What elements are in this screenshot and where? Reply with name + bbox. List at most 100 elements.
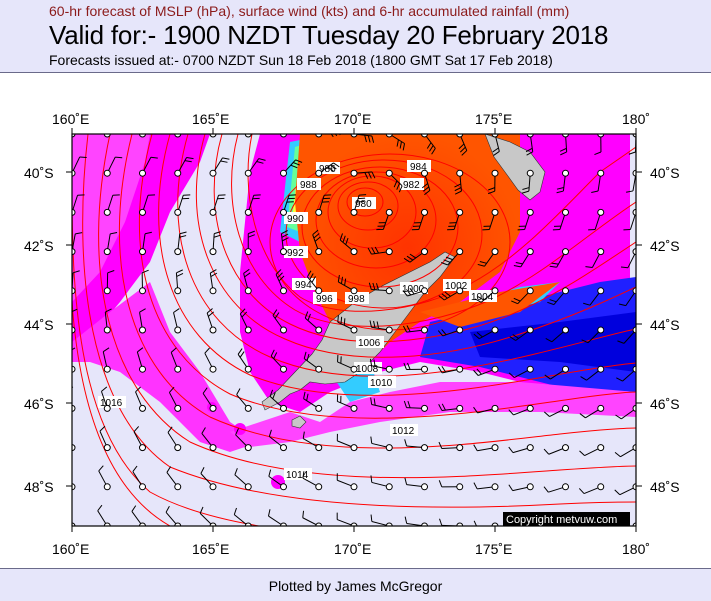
wind-station-point	[245, 288, 251, 294]
wind-station-point	[351, 209, 357, 215]
wind-station-point	[316, 327, 322, 333]
copyright-text: Copyright metvuw.com	[506, 514, 617, 526]
wind-station-point	[351, 484, 357, 490]
isobar-label-992: 992	[287, 248, 304, 259]
wind-barb-shaft	[67, 391, 72, 408]
wind-station-point	[316, 288, 322, 294]
lon-label-165e-bottom: 165˚E	[192, 541, 229, 557]
lat-label-46s-left: 46˚S	[24, 396, 54, 412]
wind-station-point	[281, 249, 287, 255]
wind-station-point	[563, 445, 569, 451]
latitude-labels-right: 40˚S 42˚S 44˚S 46˚S 48˚S	[650, 165, 680, 495]
wind-station-point	[104, 366, 110, 372]
issued-time: Forecasts issued at:- 0700 NZDT Sun 18 F…	[49, 52, 553, 68]
wind-station-point	[175, 209, 181, 215]
wind-barb-feather	[80, 157, 87, 158]
wind-station-point	[386, 209, 392, 215]
wind-station-point	[386, 249, 392, 255]
wind-station-point	[422, 484, 428, 490]
wind-barb-feather	[117, 119, 124, 121]
wind-station-point	[422, 366, 428, 372]
wind-station-point	[210, 170, 216, 176]
wind-station-point	[386, 327, 392, 333]
isobar-label-1012: 1012	[392, 426, 415, 437]
wind-station-point	[281, 209, 287, 215]
wind-station-point	[422, 327, 428, 333]
wind-station-point	[281, 288, 287, 294]
lat-label-42s-right: 42˚S	[650, 238, 680, 254]
wind-station-point	[457, 327, 463, 333]
wind-station-point	[316, 209, 322, 215]
isobar-label-994: 994	[295, 280, 312, 291]
wind-station-point	[245, 249, 251, 255]
wind-station-point	[422, 249, 428, 255]
wind-station-point	[457, 288, 463, 294]
wind-barb-feather	[358, 198, 365, 199]
wind-barb-shaft	[63, 510, 72, 526]
wind-station-point	[316, 484, 322, 490]
wind-station-point	[492, 445, 498, 451]
wind-station-point	[140, 327, 146, 333]
wind-station-point	[245, 327, 251, 333]
wind-station-point	[175, 445, 181, 451]
lat-label-40s-left: 40˚S	[24, 165, 54, 181]
wind-station-point	[245, 170, 251, 176]
wind-station-point	[563, 484, 569, 490]
wind-station-point	[492, 327, 498, 333]
wind-barb-shaft	[107, 119, 117, 134]
lon-label-160e-top: 160˚E	[52, 111, 89, 127]
wind-station-point	[245, 209, 251, 215]
wind-station-point	[104, 445, 110, 451]
wind-station-point	[527, 445, 533, 451]
wind-barb-feather	[341, 317, 342, 324]
wind-barb-shaft	[178, 120, 190, 134]
wind-station-point	[210, 405, 216, 411]
lat-label-46s-right: 46˚S	[650, 396, 680, 412]
footer: Plotted by James McGregor	[0, 568, 711, 601]
lon-label-180-top: 180˚	[622, 111, 650, 127]
wind-station-point	[492, 405, 498, 411]
header: 60-hr forecast of MSLP (hPa), surface wi…	[0, 0, 711, 73]
isobar-label-1016: 1016	[100, 398, 123, 409]
wind-station-point	[140, 209, 146, 215]
wind-station-point	[316, 405, 322, 411]
wind-station-point	[457, 366, 463, 372]
wind-barb-feather	[64, 465, 69, 470]
wind-station-point	[175, 405, 181, 411]
wind-station-point	[104, 405, 110, 411]
isobar-label-990: 990	[287, 214, 304, 225]
wind-station-point	[281, 170, 287, 176]
wind-station-point	[175, 366, 181, 372]
wind-station-point	[316, 170, 322, 176]
wind-barb-feather	[293, 129, 298, 133]
wind-station-point	[422, 170, 428, 176]
isobar-label-982: 982	[403, 180, 420, 191]
longitude-labels-bottom: 160˚E 165˚E 170˚E 175˚E 180˚	[52, 541, 650, 557]
wind-station-point	[598, 288, 604, 294]
wind-barb-shaft	[284, 125, 300, 134]
wind-station-point	[563, 327, 569, 333]
wind-barb-feather	[359, 195, 366, 196]
wind-station-point	[104, 209, 110, 215]
wind-station-point	[210, 249, 216, 255]
wind-station-point	[386, 366, 392, 372]
wind-station-point	[598, 249, 604, 255]
lon-label-170e-top: 170˚E	[334, 111, 371, 127]
wind-barb-feather	[338, 315, 339, 322]
wind-station-point	[457, 484, 463, 490]
wind-station-point	[457, 170, 463, 176]
wind-barb-shaft	[548, 526, 565, 530]
wind-barb-feather	[259, 125, 265, 128]
wind-station-point	[140, 445, 146, 451]
wind-station-point	[140, 170, 146, 176]
lat-label-44s-right: 44˚S	[650, 317, 680, 333]
wind-station-point	[492, 209, 498, 215]
wind-station-point	[598, 170, 604, 176]
valid-time: Valid for:- 1900 NZDT Tuesday 20 Februar…	[49, 20, 608, 51]
wind-station-point	[527, 327, 533, 333]
wind-station-point	[598, 366, 604, 372]
weather-map: 980 982 984 986 988 990 992 994 996 998 …	[0, 72, 711, 568]
wind-barb-shaft	[584, 526, 601, 532]
wind-barb-feather	[262, 123, 268, 126]
wind-station-point	[281, 327, 287, 333]
